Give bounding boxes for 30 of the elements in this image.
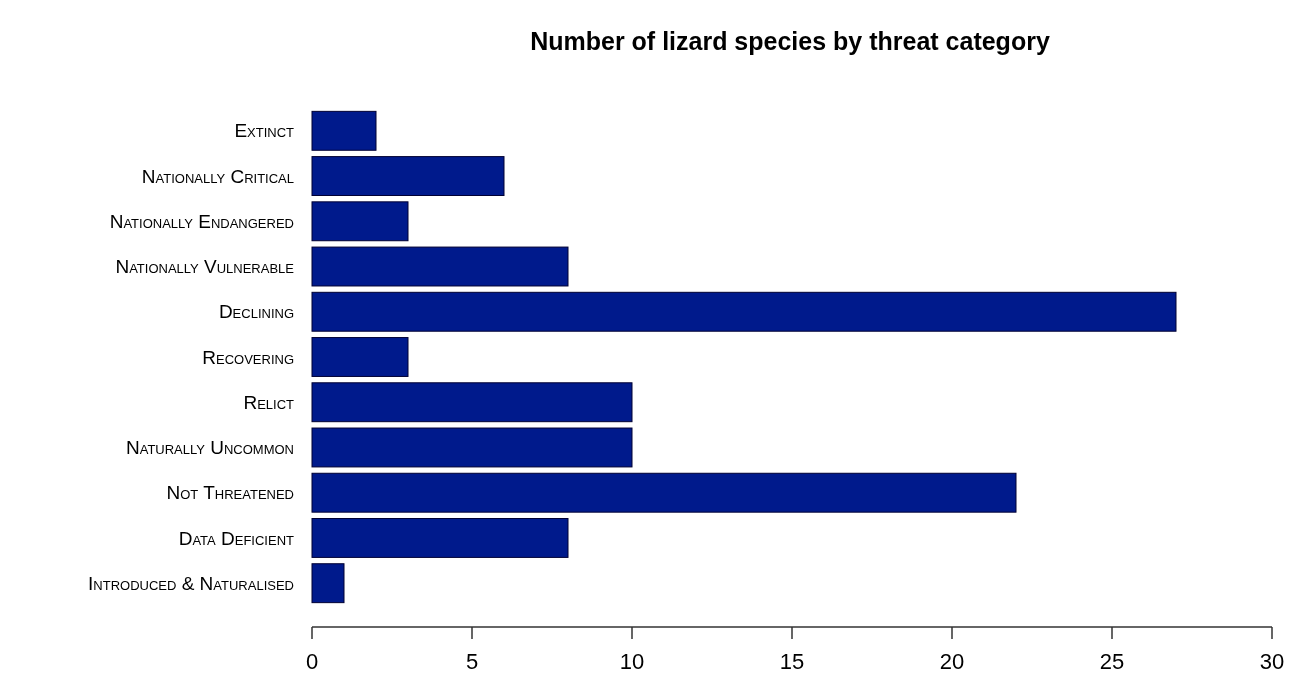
bar xyxy=(311,201,409,242)
y-tick-label: Extinct xyxy=(234,120,295,142)
y-tick-label: Nationally Endangered xyxy=(109,210,294,232)
chart-title: Number of lizard species by threat category xyxy=(530,27,1050,55)
y-tick-label: Not Threatened xyxy=(166,482,294,504)
x-tick-label: 25 xyxy=(1099,649,1125,674)
y-tick-label: Recovering xyxy=(202,346,294,368)
bar xyxy=(311,246,569,287)
bar xyxy=(311,472,1017,513)
y-tick-label: Nationally Vulnerable xyxy=(115,256,295,278)
bar xyxy=(311,337,409,377)
y-tick-label: Data Deficient xyxy=(178,527,295,549)
y-tick-label: Relict xyxy=(243,391,295,413)
y-tick-label: Nationally Critical xyxy=(141,165,294,187)
y-tick-label: Naturally Uncommon xyxy=(125,437,294,459)
x-tick-label: 5 xyxy=(465,649,479,674)
x-tick-label: 10 xyxy=(619,649,645,674)
y-tick-label: Introduced & Naturalised xyxy=(88,572,294,594)
x-tick-label: 30 xyxy=(1259,649,1285,674)
bar xyxy=(311,427,633,468)
bar xyxy=(311,518,569,558)
bar xyxy=(311,382,633,423)
bar xyxy=(311,563,345,604)
x-tick-label: 0 xyxy=(305,649,319,674)
x-tick-label: 15 xyxy=(779,649,805,674)
x-tick-label: 20 xyxy=(939,649,965,674)
y-tick-label: Declining xyxy=(218,301,294,323)
bar xyxy=(311,291,1177,332)
bar xyxy=(311,156,505,196)
bar xyxy=(311,110,377,151)
